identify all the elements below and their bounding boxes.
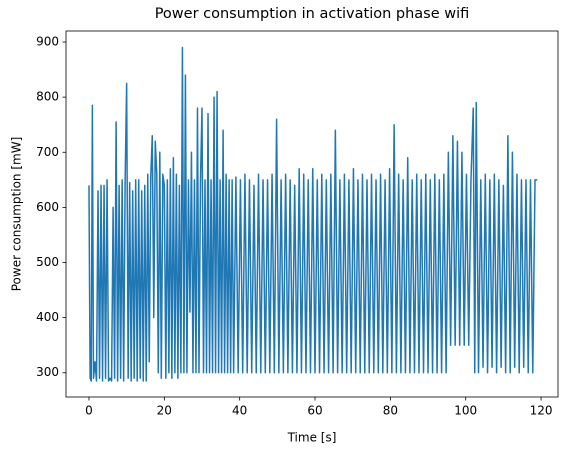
y-tick-label: 500 [36, 255, 59, 269]
chart-title: Power consumption in activation phase wi… [155, 6, 470, 22]
x-tick-label: 100 [454, 404, 477, 418]
plot-frame [65, 30, 559, 398]
y-tick-label: 300 [36, 365, 59, 379]
y-tick-label: 400 [36, 310, 59, 324]
x-tick-label: 40 [232, 404, 247, 418]
x-tick-label: 0 [85, 404, 93, 418]
x-tick-label: 120 [530, 404, 553, 418]
y-tick-label: 900 [36, 35, 59, 49]
x-tick-label: 60 [307, 404, 322, 418]
y-tick-label: 700 [36, 145, 59, 159]
x-axis-label: Time [s] [287, 431, 337, 445]
y-tick-label: 600 [36, 200, 59, 214]
y-tick-label: 800 [36, 90, 59, 104]
y-axis-label: Power consumption [mW] [10, 137, 24, 292]
x-tick-label: 80 [383, 404, 398, 418]
data-line [88, 46, 538, 382]
x-tick-label: 20 [157, 404, 172, 418]
